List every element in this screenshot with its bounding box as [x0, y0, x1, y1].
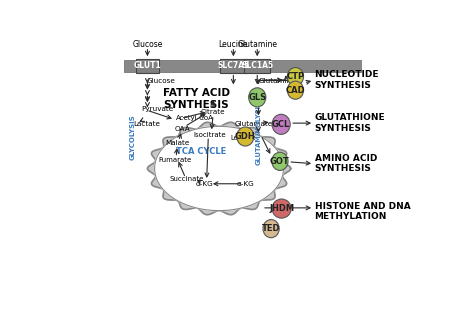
Text: Fumarate: Fumarate [158, 157, 191, 163]
Text: SLC1A5: SLC1A5 [241, 61, 273, 70]
Text: CTP: CTP [286, 72, 304, 81]
Text: GLS: GLS [248, 93, 266, 102]
Text: Leucine: Leucine [231, 135, 256, 141]
Ellipse shape [272, 199, 291, 218]
Text: Glutamine: Glutamine [237, 40, 277, 49]
Bar [124, 60, 362, 72]
Text: GCL: GCL [272, 120, 290, 129]
Text: Glutamine: Glutamine [258, 78, 296, 84]
Ellipse shape [272, 152, 288, 171]
FancyBboxPatch shape [244, 59, 270, 73]
Text: SLC7A5: SLC7A5 [217, 61, 249, 70]
FancyBboxPatch shape [136, 59, 159, 73]
FancyBboxPatch shape [220, 59, 246, 73]
Text: Glucose: Glucose [146, 78, 175, 84]
Text: TED: TED [262, 224, 280, 233]
Ellipse shape [249, 88, 266, 107]
Text: α-KG: α-KG [237, 181, 254, 187]
Text: HISTONE AND DNA
METHYLATION: HISTONE AND DNA METHYLATION [315, 202, 410, 221]
Text: α-KG: α-KG [196, 181, 214, 187]
Text: GLYCOLYSIS: GLYCOLYSIS [130, 115, 136, 160]
Ellipse shape [237, 127, 254, 146]
Ellipse shape [287, 81, 303, 99]
Text: GOT: GOT [270, 157, 290, 166]
Ellipse shape [272, 114, 290, 134]
Text: CAD: CAD [286, 86, 305, 95]
Text: Leucine: Leucine [219, 40, 248, 49]
Text: Citrate: Citrate [201, 109, 226, 115]
Text: Acetyl-CoA: Acetyl-CoA [176, 115, 214, 121]
Ellipse shape [287, 68, 303, 86]
Text: JHDM: JHDM [269, 204, 294, 213]
Text: Lactate: Lactate [133, 121, 160, 127]
Text: TCA CYCLE: TCA CYCLE [176, 147, 226, 156]
Text: Malate: Malate [165, 140, 190, 146]
Text: AMINO ACID
SYNTHESIS: AMINO ACID SYNTHESIS [315, 154, 377, 173]
Text: Isocitrate: Isocitrate [193, 132, 226, 138]
Polygon shape [155, 126, 283, 210]
Text: FATTY ACID
SYNTHESIS: FATTY ACID SYNTHESIS [163, 88, 230, 110]
Text: GDH: GDH [235, 132, 255, 141]
Text: OAA: OAA [174, 126, 190, 132]
Text: NUCLEOTIDE
SYNTHESIS: NUCLEOTIDE SYNTHESIS [315, 70, 379, 90]
Text: Glucose: Glucose [132, 40, 163, 49]
Text: GLUT1: GLUT1 [134, 61, 161, 70]
Text: Succinate: Succinate [170, 176, 204, 182]
Text: GLUTATHIONE
SYNTHESIS: GLUTATHIONE SYNTHESIS [315, 113, 385, 133]
Polygon shape [147, 122, 291, 215]
Text: Pyruvate: Pyruvate [141, 106, 174, 112]
Text: GLUTAMINOLYSIS: GLUTAMINOLYSIS [255, 100, 262, 165]
Ellipse shape [263, 219, 279, 238]
Text: Glutamate: Glutamate [235, 121, 273, 127]
